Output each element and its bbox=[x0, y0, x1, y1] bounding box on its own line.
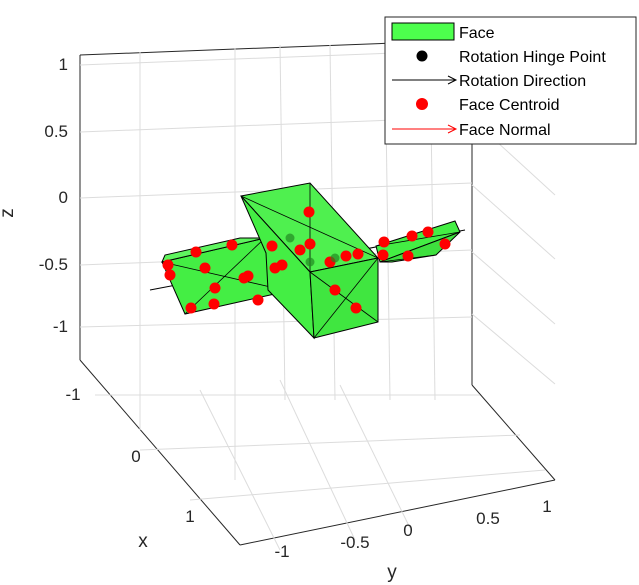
face-edge bbox=[313, 257, 379, 339]
legend-face-swatch bbox=[391, 22, 455, 41]
face-edge bbox=[240, 195, 379, 259]
z-tick-label: -0.5 bbox=[39, 255, 68, 274]
z-axis-label: z bbox=[0, 208, 18, 218]
grid-line bbox=[79, 316, 473, 328]
legend-centroid-label: Face Centroid bbox=[459, 97, 560, 114]
face-centroid-marker bbox=[199, 262, 211, 274]
y-tick-label: -1 bbox=[274, 542, 289, 561]
x-tick-label: 1 bbox=[185, 507, 194, 526]
x-axis-label: x bbox=[138, 531, 148, 552]
grid-line bbox=[471, 184, 556, 260]
face-centroid-marker bbox=[190, 246, 202, 258]
face bbox=[309, 257, 379, 339]
face-edge bbox=[184, 237, 266, 315]
face-centroid-marker bbox=[422, 226, 434, 238]
legend-hinge-marker bbox=[416, 50, 428, 62]
grid-line bbox=[279, 379, 356, 541]
face-centroid-marker bbox=[406, 230, 418, 242]
grid-line bbox=[199, 389, 281, 551]
legend-hinge-label: Rotation Hinge Point bbox=[459, 49, 606, 66]
legend-normal-arrowhead bbox=[447, 124, 458, 134]
face-centroid-marker bbox=[439, 238, 451, 250]
face-centroid-marker bbox=[377, 249, 389, 261]
legend-rotation-label: Rotation Direction bbox=[459, 73, 586, 90]
y-tick-labels: -1 -0.5 0 0.5 1 bbox=[274, 497, 551, 561]
rotation-hinge-marker bbox=[305, 257, 315, 267]
face-centroid-marker bbox=[162, 259, 174, 271]
markers bbox=[162, 206, 451, 314]
y-tick-label: 0.5 bbox=[476, 509, 500, 528]
face-centroid-marker bbox=[266, 240, 278, 252]
y-axis-label: y bbox=[387, 562, 397, 583]
grid-line bbox=[139, 434, 521, 451]
face-centroid-marker bbox=[304, 238, 316, 250]
y-tick-label: -0.5 bbox=[340, 533, 369, 552]
face-centroid-marker bbox=[303, 206, 315, 218]
legend-rotation-arrowhead bbox=[447, 75, 458, 85]
face-centroid-marker bbox=[208, 298, 220, 310]
y-tick-label: 0 bbox=[403, 521, 412, 540]
face-centroid-marker bbox=[402, 250, 414, 262]
grid-line bbox=[339, 384, 411, 529]
grid-line bbox=[189, 469, 546, 501]
x-tick-labels: -1 0 1 bbox=[65, 385, 194, 526]
face-centroid-marker bbox=[164, 269, 176, 281]
legend: Face Rotation Hinge Point Rotation Direc… bbox=[384, 16, 637, 145]
legend-normal-label: Face Normal bbox=[459, 122, 551, 139]
face-centroid-marker bbox=[340, 250, 352, 262]
face-edge bbox=[309, 271, 379, 323]
x-tick-label: 0 bbox=[131, 447, 140, 466]
face-centroid-marker bbox=[242, 270, 254, 282]
z-tick-label: 1 bbox=[59, 55, 68, 74]
z-tick-label: 0 bbox=[59, 188, 68, 207]
grid-line bbox=[471, 251, 556, 325]
y-tick-label: 1 bbox=[542, 497, 551, 516]
face-centroid-marker bbox=[252, 294, 264, 306]
face-centroid-marker bbox=[294, 244, 306, 256]
face-centroid-marker bbox=[352, 248, 364, 260]
face-centroid-marker bbox=[226, 239, 238, 251]
face-edge bbox=[375, 231, 461, 247]
face-centroid-marker bbox=[185, 302, 197, 314]
face-centroid-marker bbox=[378, 236, 390, 248]
grid-line bbox=[471, 313, 556, 385]
z-tick-labels: 1 0.5 0 -0.5 -1 bbox=[39, 55, 68, 336]
face-centroid-marker bbox=[209, 282, 221, 294]
z-tick-label: 0.5 bbox=[44, 122, 68, 141]
rotation-hinge-marker bbox=[330, 253, 340, 263]
face-centroid-marker bbox=[350, 302, 362, 314]
rotation-hinge-marker bbox=[285, 233, 295, 243]
z-tick-label: -1 bbox=[53, 317, 68, 336]
face-centroid-marker bbox=[329, 284, 341, 296]
legend-face-label: Face bbox=[459, 25, 495, 42]
face-centroid-marker bbox=[276, 259, 288, 271]
legend-centroid-marker bbox=[416, 98, 428, 110]
x-tick-label: -1 bbox=[65, 385, 80, 404]
